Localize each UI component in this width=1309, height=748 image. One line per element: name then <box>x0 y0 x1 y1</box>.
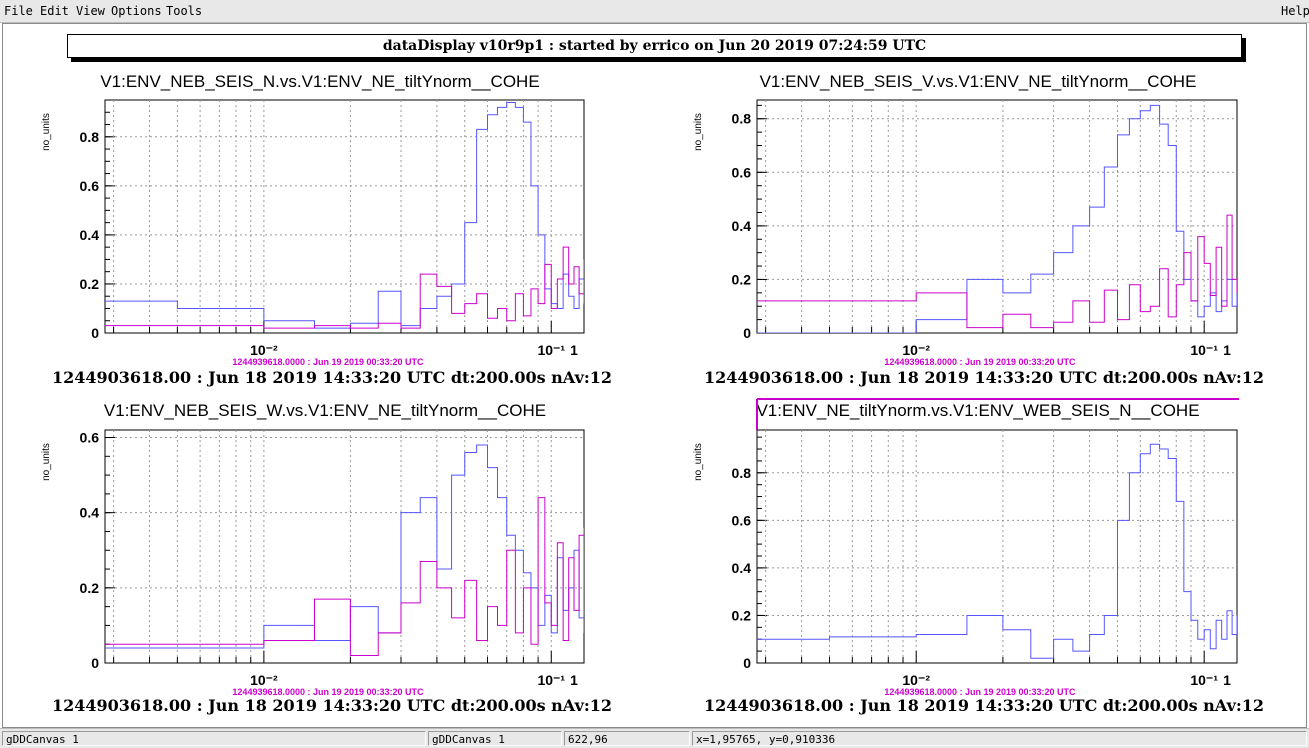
y-tick-label: 0 <box>91 325 99 341</box>
series-blue-line <box>757 104 1237 333</box>
x-tick-label: 10⁻¹ <box>1190 342 1218 358</box>
chart-footer: 1244903618.00 : Jun 18 2019 14:33:20 UTC… <box>52 696 612 715</box>
chart-footer: 1244903618.00 : Jun 18 2019 14:33:20 UTC… <box>52 368 612 387</box>
plot-frame[interactable] <box>104 429 585 664</box>
x-tick-label: 10⁻¹ <box>1190 672 1218 688</box>
y-tick-label: 0 <box>743 325 751 341</box>
menu-file[interactable]: File <box>4 4 33 18</box>
y-tick-label: 0.6 <box>80 430 100 446</box>
y-tick-label: 0.6 <box>732 512 752 528</box>
plot-frame[interactable] <box>104 99 585 334</box>
chart-title: V1:ENV_NEB_SEIS_W.vs.V1:ENV_NE_tiltYnorm… <box>104 401 546 420</box>
x-tick-label: 10⁻² <box>250 672 278 688</box>
y-tick-label: 0.2 <box>80 580 100 596</box>
x-tick-label: 1 <box>570 342 578 358</box>
plot-frame[interactable] <box>756 429 1238 664</box>
y-tick-label: 0.8 <box>80 129 100 145</box>
y-tick-label: 0.4 <box>80 227 100 243</box>
y-tick-label: 0.2 <box>732 607 752 623</box>
x-tick-label: 1 <box>1223 672 1231 688</box>
y-tick-label: 0.2 <box>732 271 752 287</box>
menu-help[interactable]: Help <box>1281 4 1309 18</box>
x-tick-label: 1 <box>570 672 578 688</box>
y-tick-label: 0.8 <box>732 111 752 127</box>
y-tick-label: 0.8 <box>732 465 752 481</box>
chart-title: V1:ENV_NE_tiltYnorm.vs.V1:ENV_WEB_SEIS_N… <box>756 401 1199 420</box>
series-blue-line <box>757 443 1237 659</box>
chart-title: V1:ENV_NEB_SEIS_V.vs.V1:ENV_NE_tiltYnorm… <box>760 72 1197 91</box>
y-tick-label: 0.2 <box>80 276 100 292</box>
y-axis-label: no_units <box>41 113 52 151</box>
x-tick-label: 10⁻² <box>902 342 930 358</box>
status-cell-canvas: gDDCanvas_1 <box>428 731 562 746</box>
reference-time-label: 1244939618.0000 : Jun 19 2019 00:33:20 U… <box>232 687 424 697</box>
reference-time-label: 1244939618.0000 : Jun 19 2019 00:33:20 U… <box>884 687 1076 697</box>
chart-footer: 1244903618.00 : Jun 18 2019 14:33:20 UTC… <box>704 696 1264 715</box>
canvas-title: dataDisplay v10r9p1 : started by errico … <box>67 34 1242 58</box>
chart-title: V1:ENV_NEB_SEIS_N.vs.V1:ENV_NE_tiltYnorm… <box>100 72 539 91</box>
menu-tools[interactable]: Tools <box>166 4 203 18</box>
x-tick-label: 10⁻¹ <box>537 342 565 358</box>
status-cell-pixel: 622,96 <box>564 731 690 746</box>
menu-bar: File Edit View Options Tools Help <box>0 0 1309 23</box>
x-tick-label: 10⁻² <box>250 342 278 358</box>
reference-time-label: 1244939618.0000 : Jun 19 2019 00:33:20 U… <box>884 357 1076 367</box>
x-tick-label: 1 <box>1223 342 1231 358</box>
y-tick-label: 0.6 <box>732 164 752 180</box>
y-axis-label: no_units <box>693 443 704 481</box>
plot-frame[interactable] <box>756 99 1238 334</box>
y-tick-label: 0.4 <box>732 218 752 234</box>
chart-footer: 1244903618.00 : Jun 18 2019 14:33:20 UTC… <box>704 368 1264 387</box>
y-axis-label: no_units <box>693 113 704 151</box>
y-axis-label: no_units <box>41 443 52 481</box>
y-tick-label: 0.4 <box>80 505 100 521</box>
y-tick-label: 0 <box>743 655 751 671</box>
series-blue-line <box>105 101 584 329</box>
y-tick-label: 0.6 <box>80 178 100 194</box>
y-tick-label: 0.4 <box>732 560 752 576</box>
status-cell-object: gDDCanvas_1 <box>2 731 426 746</box>
chart-panel-3[interactable]: V1:ENV_NEB_SEIS_W.vs.V1:ENV_NE_tiltYnorm… <box>41 401 612 715</box>
status-bar: gDDCanvas_1 gDDCanvas_1 622,96 x=1,95765… <box>0 728 1309 748</box>
y-tick-label: 0 <box>91 655 99 671</box>
status-cell-coords: x=1,95765, y=0,910336 <box>692 731 1307 746</box>
menu-view[interactable]: View <box>76 4 105 18</box>
series-magenta-line <box>105 497 584 656</box>
chart-panel-1[interactable]: V1:ENV_NEB_SEIS_N.vs.V1:ENV_NE_tiltYnorm… <box>41 72 612 387</box>
reference-time-label: 1244939618.0000 : Jun 19 2019 00:33:20 U… <box>232 357 424 367</box>
chart-panel-4[interactable]: V1:ENV_NE_tiltYnorm.vs.V1:ENV_WEB_SEIS_N… <box>693 401 1264 715</box>
menu-options[interactable]: Options <box>111 4 162 18</box>
chart-panel-2[interactable]: V1:ENV_NEB_SEIS_V.vs.V1:ENV_NE_tiltYnorm… <box>693 72 1264 387</box>
x-tick-label: 10⁻¹ <box>537 672 565 688</box>
series-magenta-line <box>105 246 584 329</box>
x-tick-label: 10⁻² <box>902 672 930 688</box>
series-magenta-line <box>757 214 1237 329</box>
menu-edit[interactable]: Edit <box>40 4 69 18</box>
